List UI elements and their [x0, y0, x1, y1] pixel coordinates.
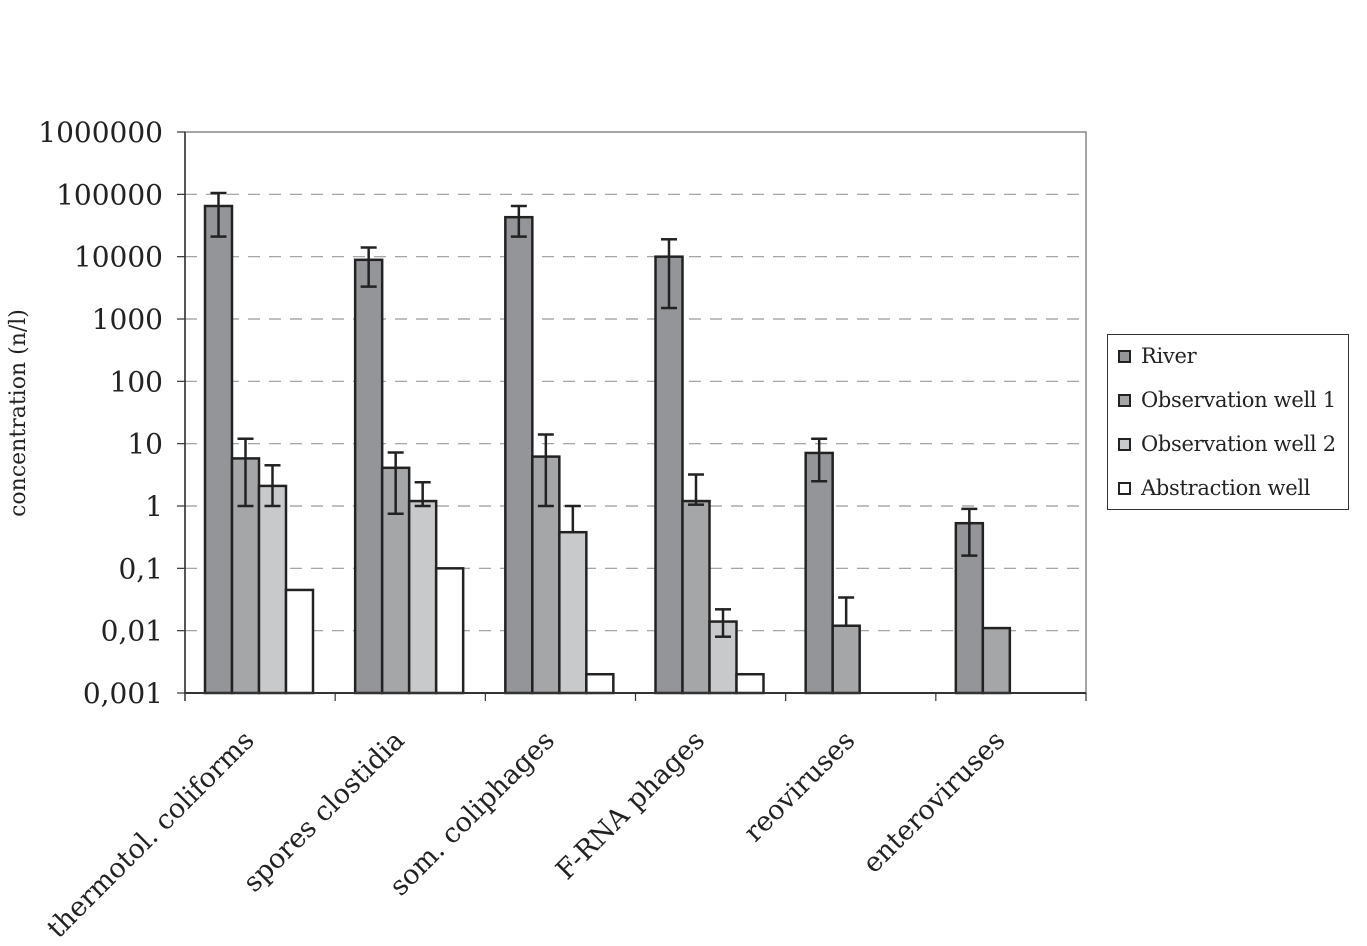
bar	[504, 215, 534, 695]
legend-swatch	[1118, 393, 1131, 407]
bar	[434, 567, 465, 695]
bar	[257, 484, 288, 695]
y-tick-label: 1000	[92, 303, 163, 336]
y-tick-label: 0,1	[118, 552, 163, 585]
bar	[831, 624, 861, 695]
y-tick-label: 0,01	[101, 615, 163, 648]
y-axis-tick-labels: 1000000 100000 10000 1000 100 10 1 0,1 0,01 0,001	[38, 116, 163, 710]
x-tick-label: enteroviruses	[857, 725, 1011, 879]
y-tick-label: 10000	[74, 241, 163, 274]
y-axis-label: concentration (n/l)	[6, 309, 31, 517]
bar	[681, 499, 711, 695]
legend-item: Observation well 2	[1118, 432, 1336, 456]
legend-label: Observation well 2	[1141, 432, 1336, 456]
gridlines	[185, 193, 1086, 632]
bar	[981, 626, 1012, 695]
bar	[284, 588, 315, 695]
legend-item: Observation well 1	[1118, 388, 1336, 412]
bar	[353, 258, 384, 695]
y-tick-label: 100000	[56, 178, 163, 211]
x-tick-label: thermotol. coliforms	[41, 725, 260, 944]
bar	[558, 530, 588, 695]
bar	[407, 499, 438, 695]
x-tick-label: som. coliphages	[384, 725, 561, 902]
y-tick-label: 1000000	[38, 116, 163, 149]
y-tick-label: 10	[127, 428, 163, 461]
bar	[585, 672, 615, 695]
legend-item: River	[1118, 344, 1197, 368]
legend-swatch	[1118, 481, 1131, 495]
y-tick-label: 0,001	[83, 677, 163, 710]
legend: River Observation well 1 Observation well …	[1107, 334, 1349, 510]
bar	[804, 451, 834, 695]
legend-swatch	[1118, 349, 1131, 363]
legend-label: Observation well 1	[1141, 388, 1336, 412]
bar	[654, 255, 684, 695]
bar	[735, 672, 765, 695]
axes	[177, 131, 1087, 701]
plot-area	[184, 131, 1087, 694]
x-tick-label: F-RNA phages	[550, 725, 711, 886]
legend-item: Abstraction well	[1118, 476, 1310, 500]
legend-label: River	[1141, 344, 1197, 368]
legend-label: Abstraction well	[1141, 476, 1311, 500]
bar	[203, 204, 234, 695]
y-tick-label: 1	[145, 490, 163, 523]
x-tick-label: spores clostidia	[237, 725, 410, 898]
x-tick-label: reoviruses	[738, 725, 861, 848]
y-tick-label: 100	[110, 365, 163, 398]
legend-swatch	[1118, 437, 1131, 451]
bars	[203, 191, 1012, 695]
